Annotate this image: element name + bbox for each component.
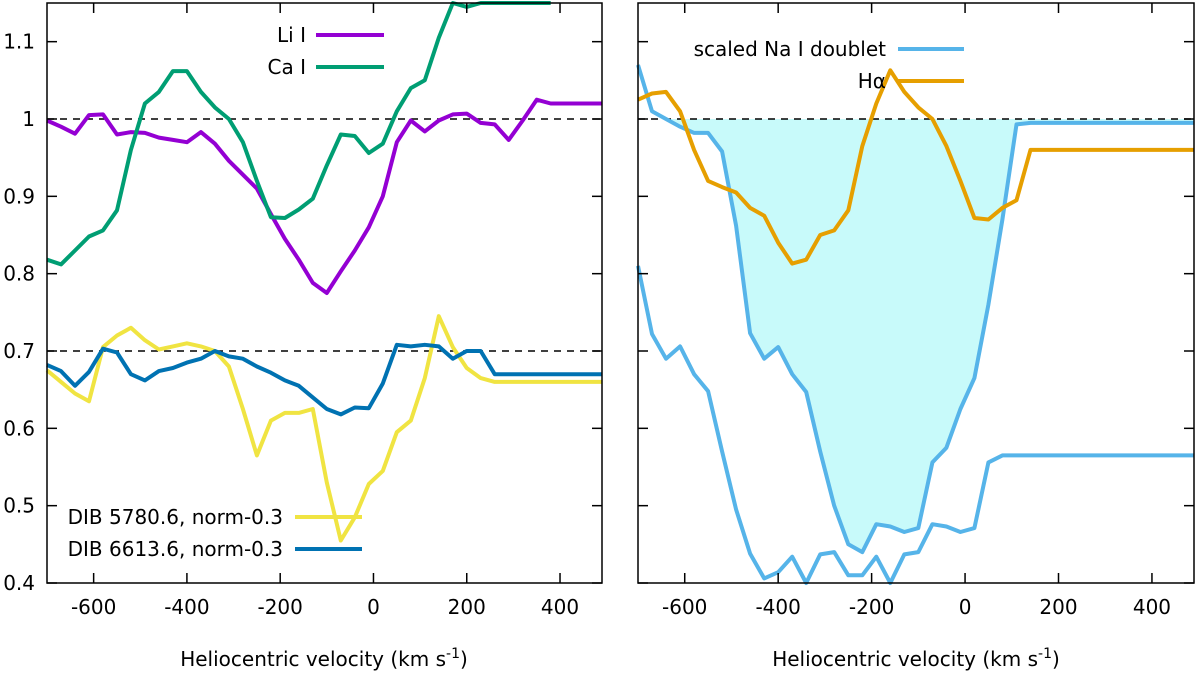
left-x-tick-label: 200 [448, 595, 486, 619]
right-x-tick-label: 400 [1133, 595, 1171, 619]
left-series-dib-5780-6-norm-0-3 [45, 314, 602, 543]
left-y-tick-label: 1.1 [3, 30, 35, 54]
right-x-tick-label: 200 [1039, 595, 1077, 619]
left-y-tick-label: 0.6 [3, 416, 35, 440]
right-legend-label-h: Hα [858, 69, 886, 93]
right-series-h [637, 68, 1194, 266]
right-plot-frame [637, 2, 1195, 584]
right-x-tick-label: -400 [755, 595, 800, 619]
right-series-line-2 [636, 265, 1194, 585]
left-legend-label-ca-i: Ca I [268, 55, 306, 79]
left-y-tick-label: 0.5 [3, 494, 35, 518]
left-x-tick-label: 0 [367, 595, 380, 619]
left-x-tick-label: 400 [541, 595, 579, 619]
left-y-tick-label: 0.8 [3, 262, 35, 286]
left-legend-label-dib-5780-6-norm-0-3: DIB 5780.6, norm-0.3 [68, 505, 283, 529]
left-legend-label-li-i: Li I [277, 23, 306, 47]
right-series-scaled-na-i-doublet [636, 64, 1194, 555]
left-plot-frame [46, 2, 603, 584]
left-y-tick-label: 0.7 [3, 339, 35, 363]
left-y-tick-label: 0.9 [3, 184, 35, 208]
left-x-tick-label: -600 [71, 595, 116, 619]
left-x-tick-label: -400 [164, 595, 209, 619]
right-absorption-fill [638, 119, 1194, 553]
left-legend-label-dib-6613-6-norm-0-3: DIB 6613.6, norm-0.3 [68, 537, 283, 561]
right-legend-label-scaled-na-i-doublet: scaled Na I doublet [694, 37, 887, 61]
right-x-tick-label: -200 [849, 595, 894, 619]
right-x-tick-label: -600 [662, 595, 707, 619]
right-x-tick-label: 0 [959, 595, 972, 619]
right-panel: -600 -400 -200 0 200 400 scaled Na I doublet H… [636, 2, 1195, 671]
left-x-tick-label: -200 [257, 595, 302, 619]
left-y-tick-label: 0.4 [3, 571, 35, 595]
left-y-tick-label: 1 [22, 107, 35, 131]
left-series-dib-6613-6-norm-0-3 [46, 342, 602, 417]
left-series-li-i [46, 97, 602, 295]
left-panel: -600 -400 -200 0 200 400 0.4 0.5 0.6 0.7 0.8 0.9 1 1.… [3, 1, 603, 671]
right-x-axis-title: Heliocentric velocity (km s-1) [772, 646, 1060, 671]
left-x-axis-title: Heliocentric velocity (km s-1) [180, 646, 468, 671]
